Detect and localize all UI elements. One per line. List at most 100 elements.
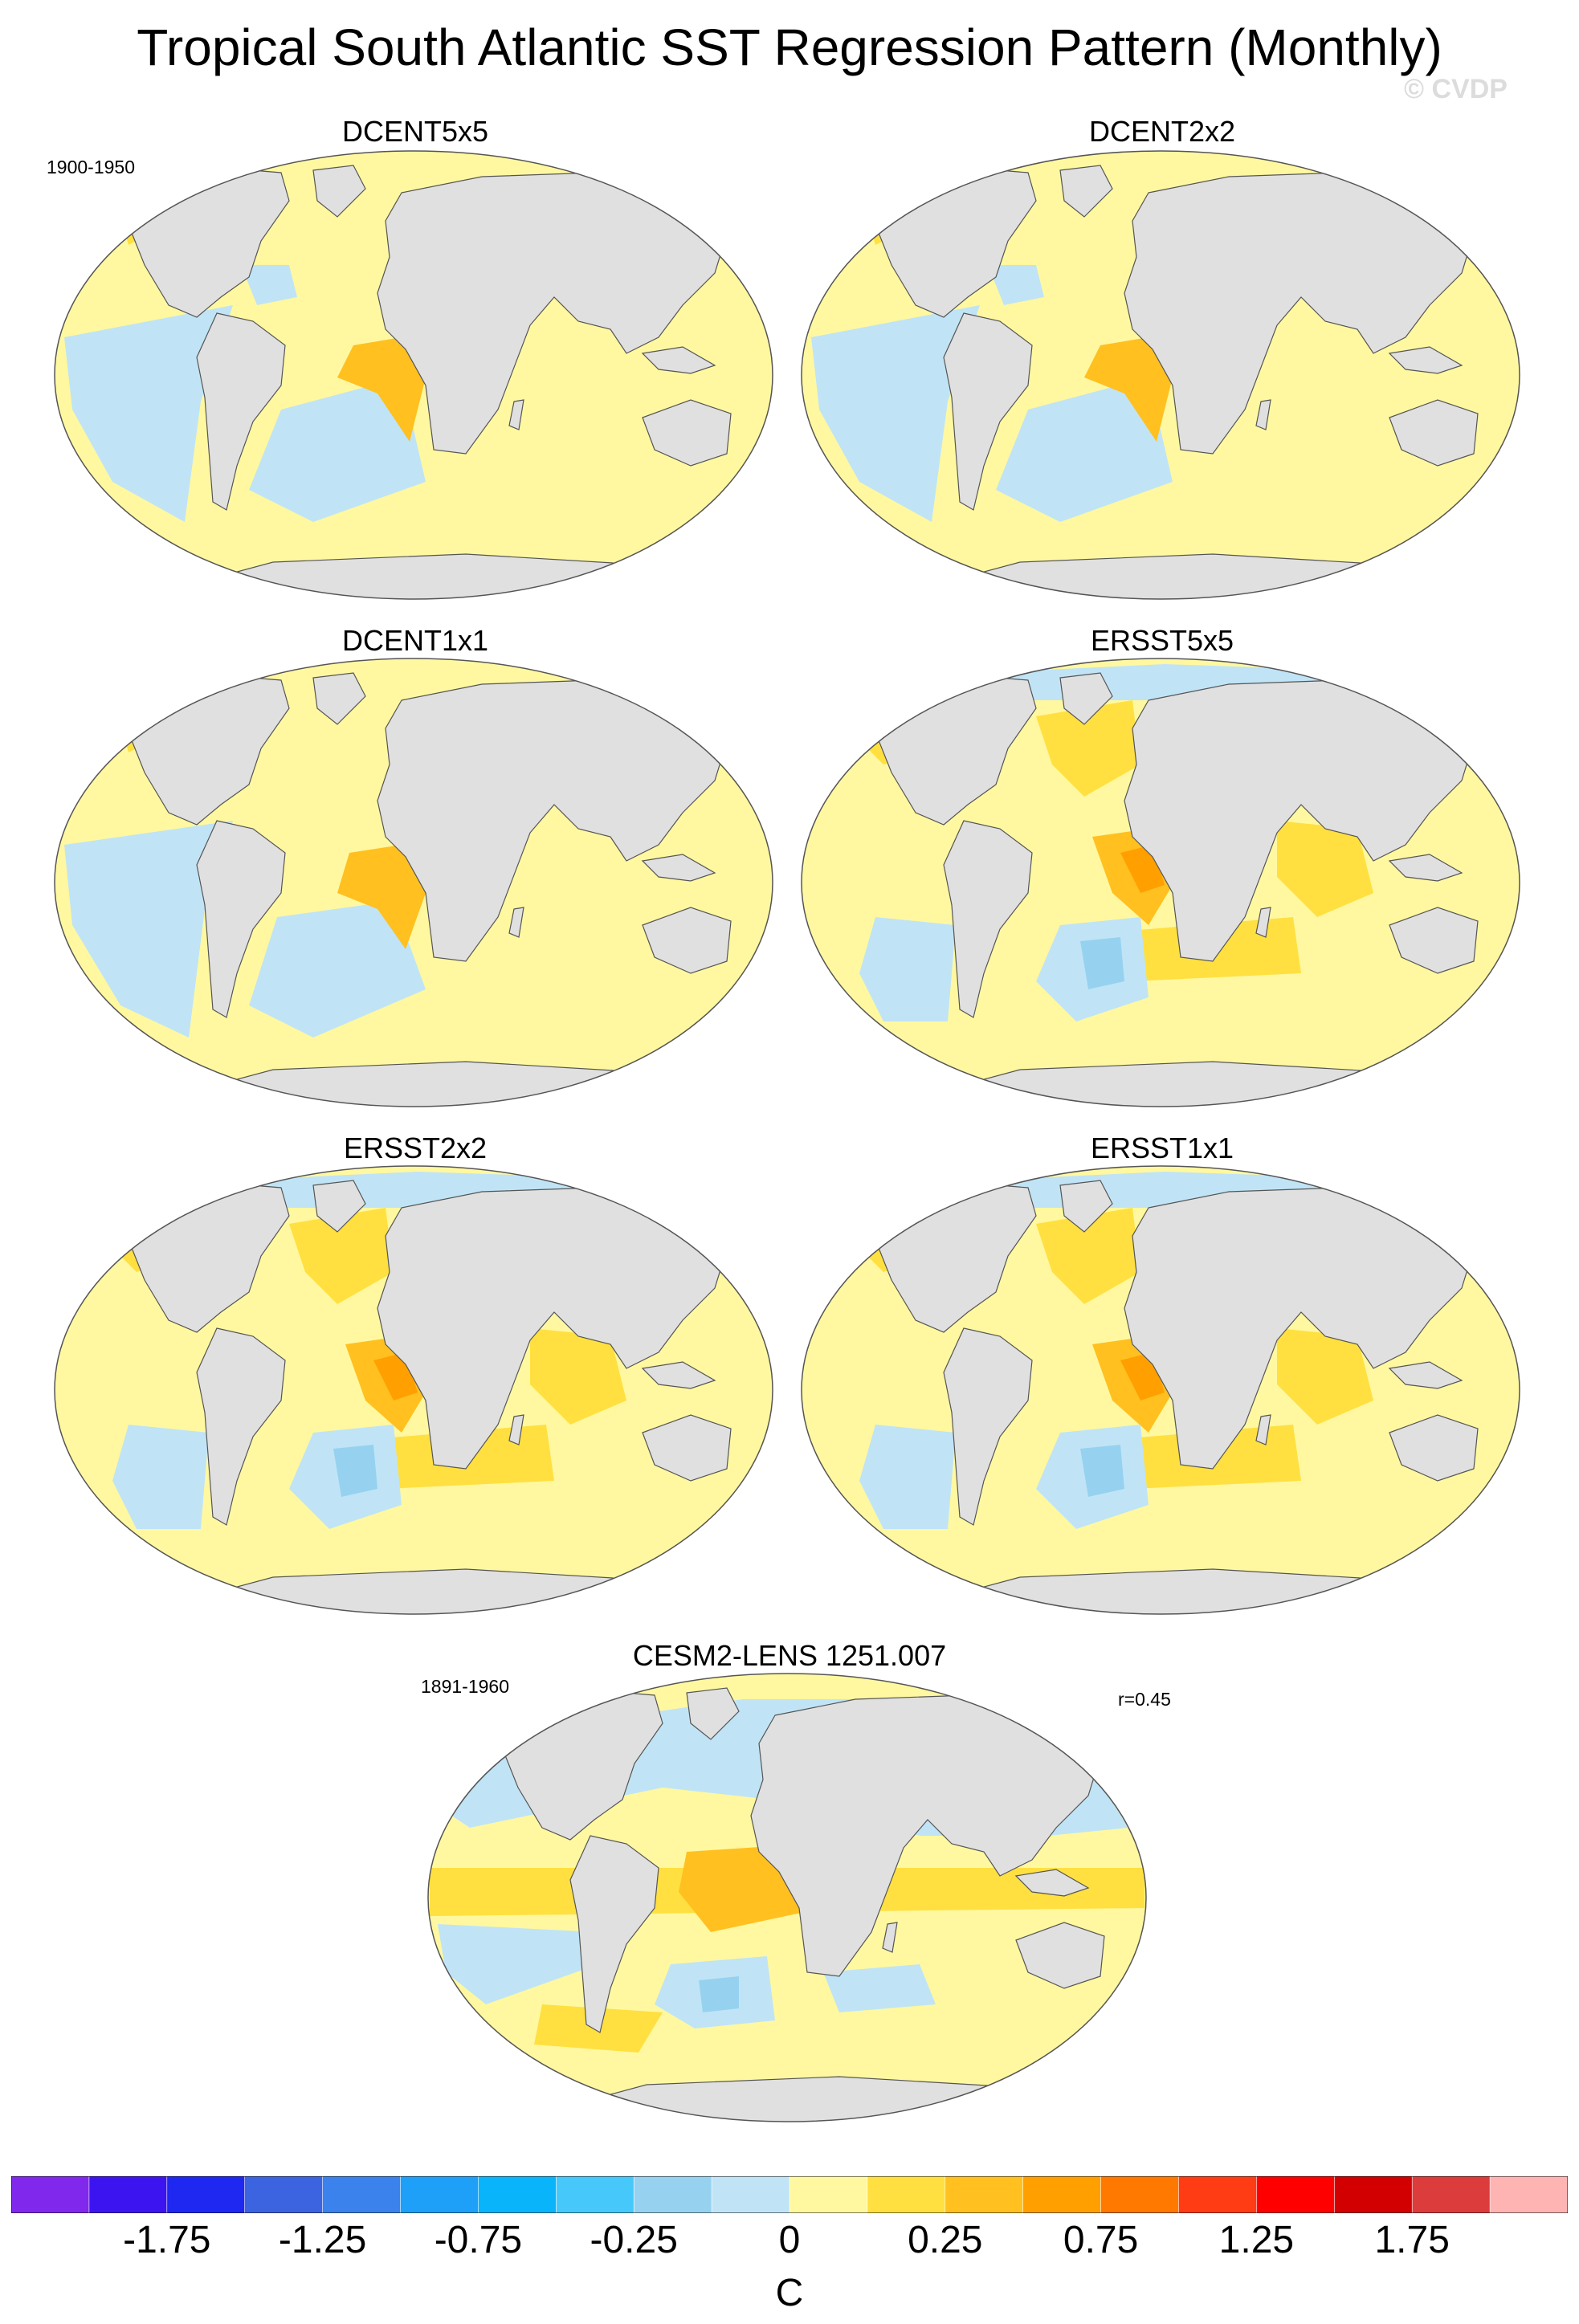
sst-anomaly-region-warm <box>1277 1328 1373 1425</box>
colorbar-tick-label: -0.75 <box>434 2219 523 2261</box>
sst-anomaly-region-cool <box>811 305 980 522</box>
sst-anomaly-region-warm <box>883 154 972 181</box>
sst-anomaly-region-warmer <box>337 337 426 442</box>
sst-anomaly-region-warm <box>1036 700 1140 797</box>
panel-title-cesm2-lens: CESM2-LENS 1251.007 <box>632 1639 947 1672</box>
colorbar-swatch <box>478 2175 557 2214</box>
ocean-field <box>55 1166 773 1614</box>
map-dcent2x2 <box>795 145 1526 605</box>
land-australia <box>642 907 732 974</box>
colorbar-swatch <box>10 2175 90 2214</box>
land-south-america <box>569 1835 659 2033</box>
map-cesm2-lens <box>422 1667 1153 2128</box>
colorbar-swatch <box>1489 2175 1569 2214</box>
sst-anomaly-region-cool <box>859 1425 956 1529</box>
colorbar-swatch <box>166 2175 246 2214</box>
map-outline <box>427 1673 1147 2122</box>
map-outline <box>801 150 1520 600</box>
land-greenland <box>1059 672 1113 725</box>
land-southeast-asia <box>1388 854 1463 882</box>
panel-title-ersst1x1: ERSST1x1 <box>1090 1131 1234 1164</box>
sst-anomaly-region-cool <box>112 1425 209 1529</box>
ocean-field <box>428 1674 1146 2122</box>
colorbar-swatch <box>789 2175 868 2214</box>
colorbar-tick-label: 0.75 <box>1063 2219 1139 2261</box>
colorbar-swatch <box>867 2175 946 2214</box>
map-dcent1x1 <box>48 652 779 1113</box>
land-greenland <box>312 165 366 218</box>
map-outline <box>54 1165 773 1615</box>
period-label-obs: 1900-1950 <box>47 157 135 177</box>
land-south-america <box>196 312 286 511</box>
land-southeast-asia <box>641 854 716 882</box>
colorbar-swatch <box>633 2175 712 2214</box>
land-madagascar <box>882 1922 898 1953</box>
sst-anomaly-region-cool <box>64 821 233 1038</box>
land-australia <box>1389 1414 1479 1482</box>
colorbar-swatch <box>400 2175 479 2214</box>
colorbar-swatch <box>1256 2175 1336 2214</box>
panel-title-dcent5x5: DCENT5x5 <box>341 115 489 148</box>
period-label-model: 1891-1960 <box>421 1676 509 1697</box>
colorbar-tick-label: -1.75 <box>123 2219 211 2261</box>
ocean-field <box>55 151 773 599</box>
land-madagascar <box>1255 399 1271 430</box>
land-south-america <box>943 312 1033 511</box>
sst-anomaly-region-cool <box>859 917 956 1021</box>
colorbar <box>10 2175 1569 2214</box>
colorbar-swatch <box>1411 2175 1491 2214</box>
map-dcent5x5 <box>48 145 779 605</box>
land-australia <box>1015 1922 1105 1989</box>
sst-anomaly-region-cool <box>988 265 1044 305</box>
colorbar-tick-label: 0 <box>778 2219 801 2261</box>
land-madagascar <box>508 907 524 938</box>
land-australia <box>1389 399 1479 467</box>
colorbar-swatch <box>555 2175 634 2214</box>
colorbar-swatch <box>1334 2175 1414 2214</box>
colorbar-units: C <box>775 2272 804 2314</box>
land-greenland <box>1059 1180 1113 1233</box>
map-outline <box>54 150 773 600</box>
land-south-america <box>196 820 286 1018</box>
land-southeast-asia <box>641 346 716 374</box>
panel-title-dcent1x1: DCENT1x1 <box>341 624 489 657</box>
colorbar-tick-label: -1.25 <box>278 2219 367 2261</box>
sst-anomaly-region-warm <box>137 154 225 181</box>
pattern-correlation-label: r=0.45 <box>1118 1689 1171 1710</box>
sst-anomaly-region-cooler <box>333 1445 377 1497</box>
sst-anomaly-region-cool <box>823 1964 936 2012</box>
sst-anomaly-region-warm <box>1036 1208 1140 1304</box>
ocean-field <box>55 658 773 1107</box>
map-outline <box>801 658 1520 1107</box>
land-madagascar <box>1255 907 1271 938</box>
sst-anomaly-region-cool <box>249 901 426 1038</box>
land-greenland <box>312 672 366 725</box>
land-southeast-asia <box>641 1361 716 1389</box>
sst-anomaly-region-cooler <box>699 1976 739 2012</box>
colorbar-swatch <box>711 2175 790 2214</box>
land-australia <box>642 1414 732 1482</box>
sst-anomaly-region-warm <box>289 1208 394 1304</box>
map-outline <box>801 1165 1520 1615</box>
figure-title: Tropical South Atlantic SST Regression P… <box>137 18 1442 76</box>
map-outline <box>54 658 773 1107</box>
map-ersst5x5 <box>795 652 1526 1113</box>
sst-anomaly-region-warm <box>1277 821 1373 917</box>
colorbar-swatch <box>1100 2175 1180 2214</box>
colorbar-tick-label: 0.25 <box>908 2219 983 2261</box>
panel-title-ersst5x5: ERSST5x5 <box>1090 624 1234 657</box>
land-greenland <box>312 1180 366 1233</box>
colorbar-tick-label: 1.75 <box>1374 2219 1450 2261</box>
sst-anomaly-region-cooler <box>1080 937 1124 989</box>
sst-anomaly-region-warm <box>530 1328 626 1425</box>
colorbar-swatch <box>1022 2175 1102 2214</box>
ocean-field <box>802 658 1520 1107</box>
land-south-america <box>196 1327 286 1526</box>
ocean-field <box>802 151 1520 599</box>
land-madagascar <box>508 1414 524 1445</box>
colorbar-swatch <box>1178 2175 1258 2214</box>
ocean-field <box>802 1166 1520 1614</box>
sst-anomaly-region-warmer <box>337 845 426 949</box>
land-madagascar <box>508 399 524 430</box>
land-southeast-asia <box>1388 346 1463 374</box>
